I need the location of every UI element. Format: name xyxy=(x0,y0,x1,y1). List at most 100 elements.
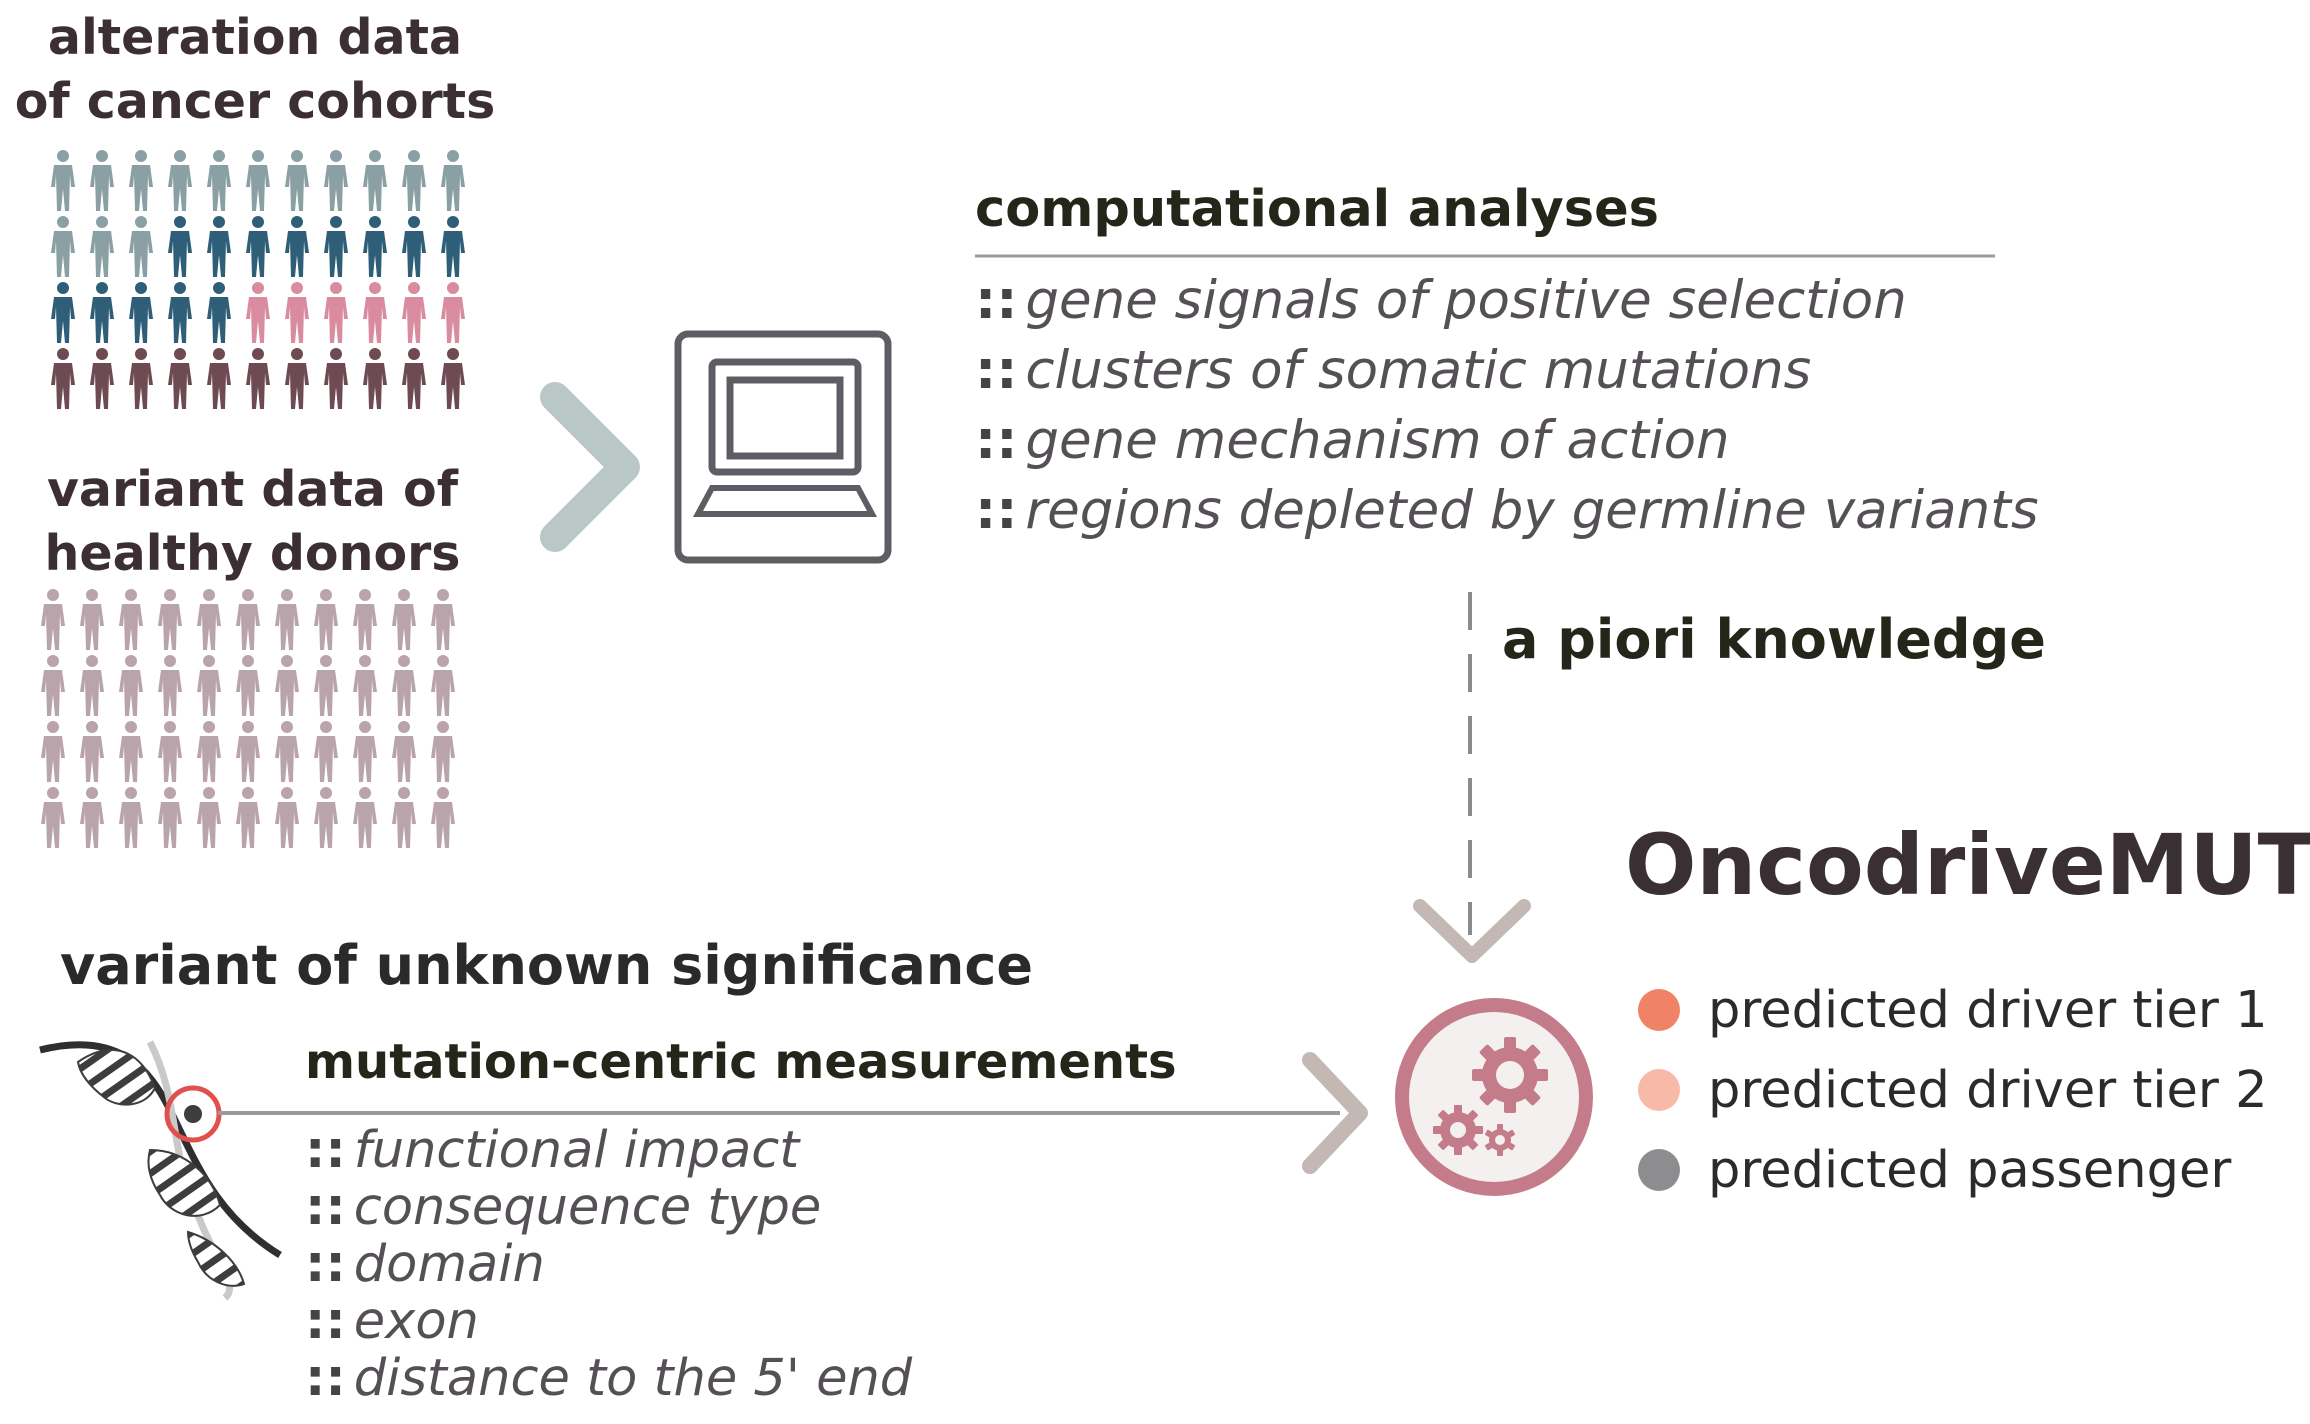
cancer-cohort-figures xyxy=(51,150,465,409)
person-icon xyxy=(392,721,416,782)
person-icon xyxy=(353,787,377,848)
person-icon xyxy=(246,150,270,211)
person-icon xyxy=(168,150,192,211)
person-icon xyxy=(41,589,65,650)
list-item-label: exon xyxy=(353,1292,479,1351)
person-icon xyxy=(275,655,299,716)
legend-swatch xyxy=(1638,1149,1680,1191)
legend-swatch xyxy=(1638,989,1680,1031)
arrow-to-tool-icon xyxy=(1302,1052,1368,1174)
person-icon xyxy=(275,589,299,650)
person-icon xyxy=(431,787,455,848)
list-item-label: distance to the 5' end xyxy=(353,1349,913,1408)
list-item: :: domain xyxy=(305,1235,545,1294)
person-icon xyxy=(431,589,455,650)
person-icon xyxy=(363,348,387,409)
person-icon xyxy=(275,787,299,848)
legend-item: predicted driver tier 2 xyxy=(1638,1050,2268,1130)
mutation-measurements-list: :: functional impact :: consequence type :… xyxy=(305,1122,912,1407)
apriori-knowledge-label: a piori knowledge xyxy=(1502,608,2046,671)
list-item: :: exon xyxy=(305,1292,479,1351)
person-icon xyxy=(41,787,65,848)
person-icon xyxy=(314,721,338,782)
person-icon xyxy=(51,150,75,211)
person-icon xyxy=(246,216,270,277)
list-item-label: consequence type xyxy=(353,1178,822,1237)
person-icon xyxy=(90,216,114,277)
person-icon xyxy=(129,348,153,409)
person-icon xyxy=(119,787,143,848)
person-icon xyxy=(314,655,338,716)
list-item-label: clusters of somatic mutations xyxy=(1025,340,1812,401)
cancer-cohort-title: alteration data of cancer cohorts xyxy=(0,6,510,134)
healthy-donor-figures xyxy=(41,589,455,848)
gears-icon xyxy=(1395,998,1593,1196)
tool-title: OncodriveMUT xyxy=(1625,816,2310,914)
list-item: :: clusters of somatic mutations xyxy=(975,340,1812,401)
person-icon xyxy=(353,655,377,716)
legend-item: predicted driver tier 1 xyxy=(1638,970,2268,1050)
list-item: :: gene signals of positive selection xyxy=(975,270,1907,331)
person-icon xyxy=(90,282,114,343)
variant-dot xyxy=(184,1105,202,1123)
person-icon xyxy=(90,150,114,211)
person-icon xyxy=(168,348,192,409)
person-icon xyxy=(363,150,387,211)
person-icon xyxy=(129,150,153,211)
person-icon xyxy=(246,282,270,343)
person-icon xyxy=(41,721,65,782)
computational-analyses-title: computational analyses xyxy=(975,180,1660,239)
person-icon xyxy=(392,787,416,848)
person-icon xyxy=(168,216,192,277)
person-icon xyxy=(197,655,221,716)
list-item: :: distance to the 5' end xyxy=(305,1349,913,1408)
person-icon xyxy=(129,282,153,343)
person-icon xyxy=(392,655,416,716)
person-icon xyxy=(402,282,426,343)
arrow-to-computer-icon xyxy=(540,382,640,552)
cancer-cohort-title-line1: alteration data xyxy=(47,9,463,66)
apriori-chevron-icon xyxy=(1413,899,1531,963)
person-icon xyxy=(441,348,465,409)
person-icon xyxy=(168,282,192,343)
person-icon xyxy=(246,348,270,409)
legend-swatch xyxy=(1638,1069,1680,1111)
person-icon xyxy=(197,721,221,782)
computational-analyses-list: :: gene signals of positive selection :: c… xyxy=(975,266,2039,546)
legend-item: predicted passenger xyxy=(1638,1130,2268,1210)
person-icon xyxy=(129,216,153,277)
legend-label: predicted passenger xyxy=(1708,1140,2232,1200)
list-item: :: functional impact xyxy=(305,1121,800,1180)
person-icon xyxy=(353,721,377,782)
person-icon xyxy=(207,216,231,277)
list-item-label: gene signals of positive selection xyxy=(1025,270,1907,331)
list-item: :: regions depleted by germline variants xyxy=(975,480,2039,541)
person-icon xyxy=(353,589,377,650)
person-icon xyxy=(207,282,231,343)
person-icon xyxy=(314,589,338,650)
list-item: :: gene mechanism of action xyxy=(975,410,1730,471)
person-icon xyxy=(119,721,143,782)
legend: predicted driver tier 1 predicted driver… xyxy=(1638,970,2268,1210)
healthy-donors-title: variant data of healthy donors xyxy=(0,458,505,586)
person-icon xyxy=(236,589,260,650)
person-icon xyxy=(41,655,65,716)
person-icon xyxy=(324,150,348,211)
list-item-label: functional impact xyxy=(353,1121,800,1180)
person-icon xyxy=(441,216,465,277)
person-icon xyxy=(324,348,348,409)
person-icon xyxy=(236,787,260,848)
legend-label: predicted driver tier 1 xyxy=(1708,980,2268,1040)
person-icon xyxy=(285,348,309,409)
person-icon xyxy=(324,282,348,343)
person-icon xyxy=(51,216,75,277)
person-icon xyxy=(51,282,75,343)
person-icon xyxy=(90,348,114,409)
person-icon xyxy=(324,216,348,277)
person-icon xyxy=(363,282,387,343)
person-icon xyxy=(119,655,143,716)
person-icon xyxy=(402,216,426,277)
person-icon xyxy=(236,655,260,716)
computer-icon xyxy=(674,330,892,564)
person-icon xyxy=(51,348,75,409)
